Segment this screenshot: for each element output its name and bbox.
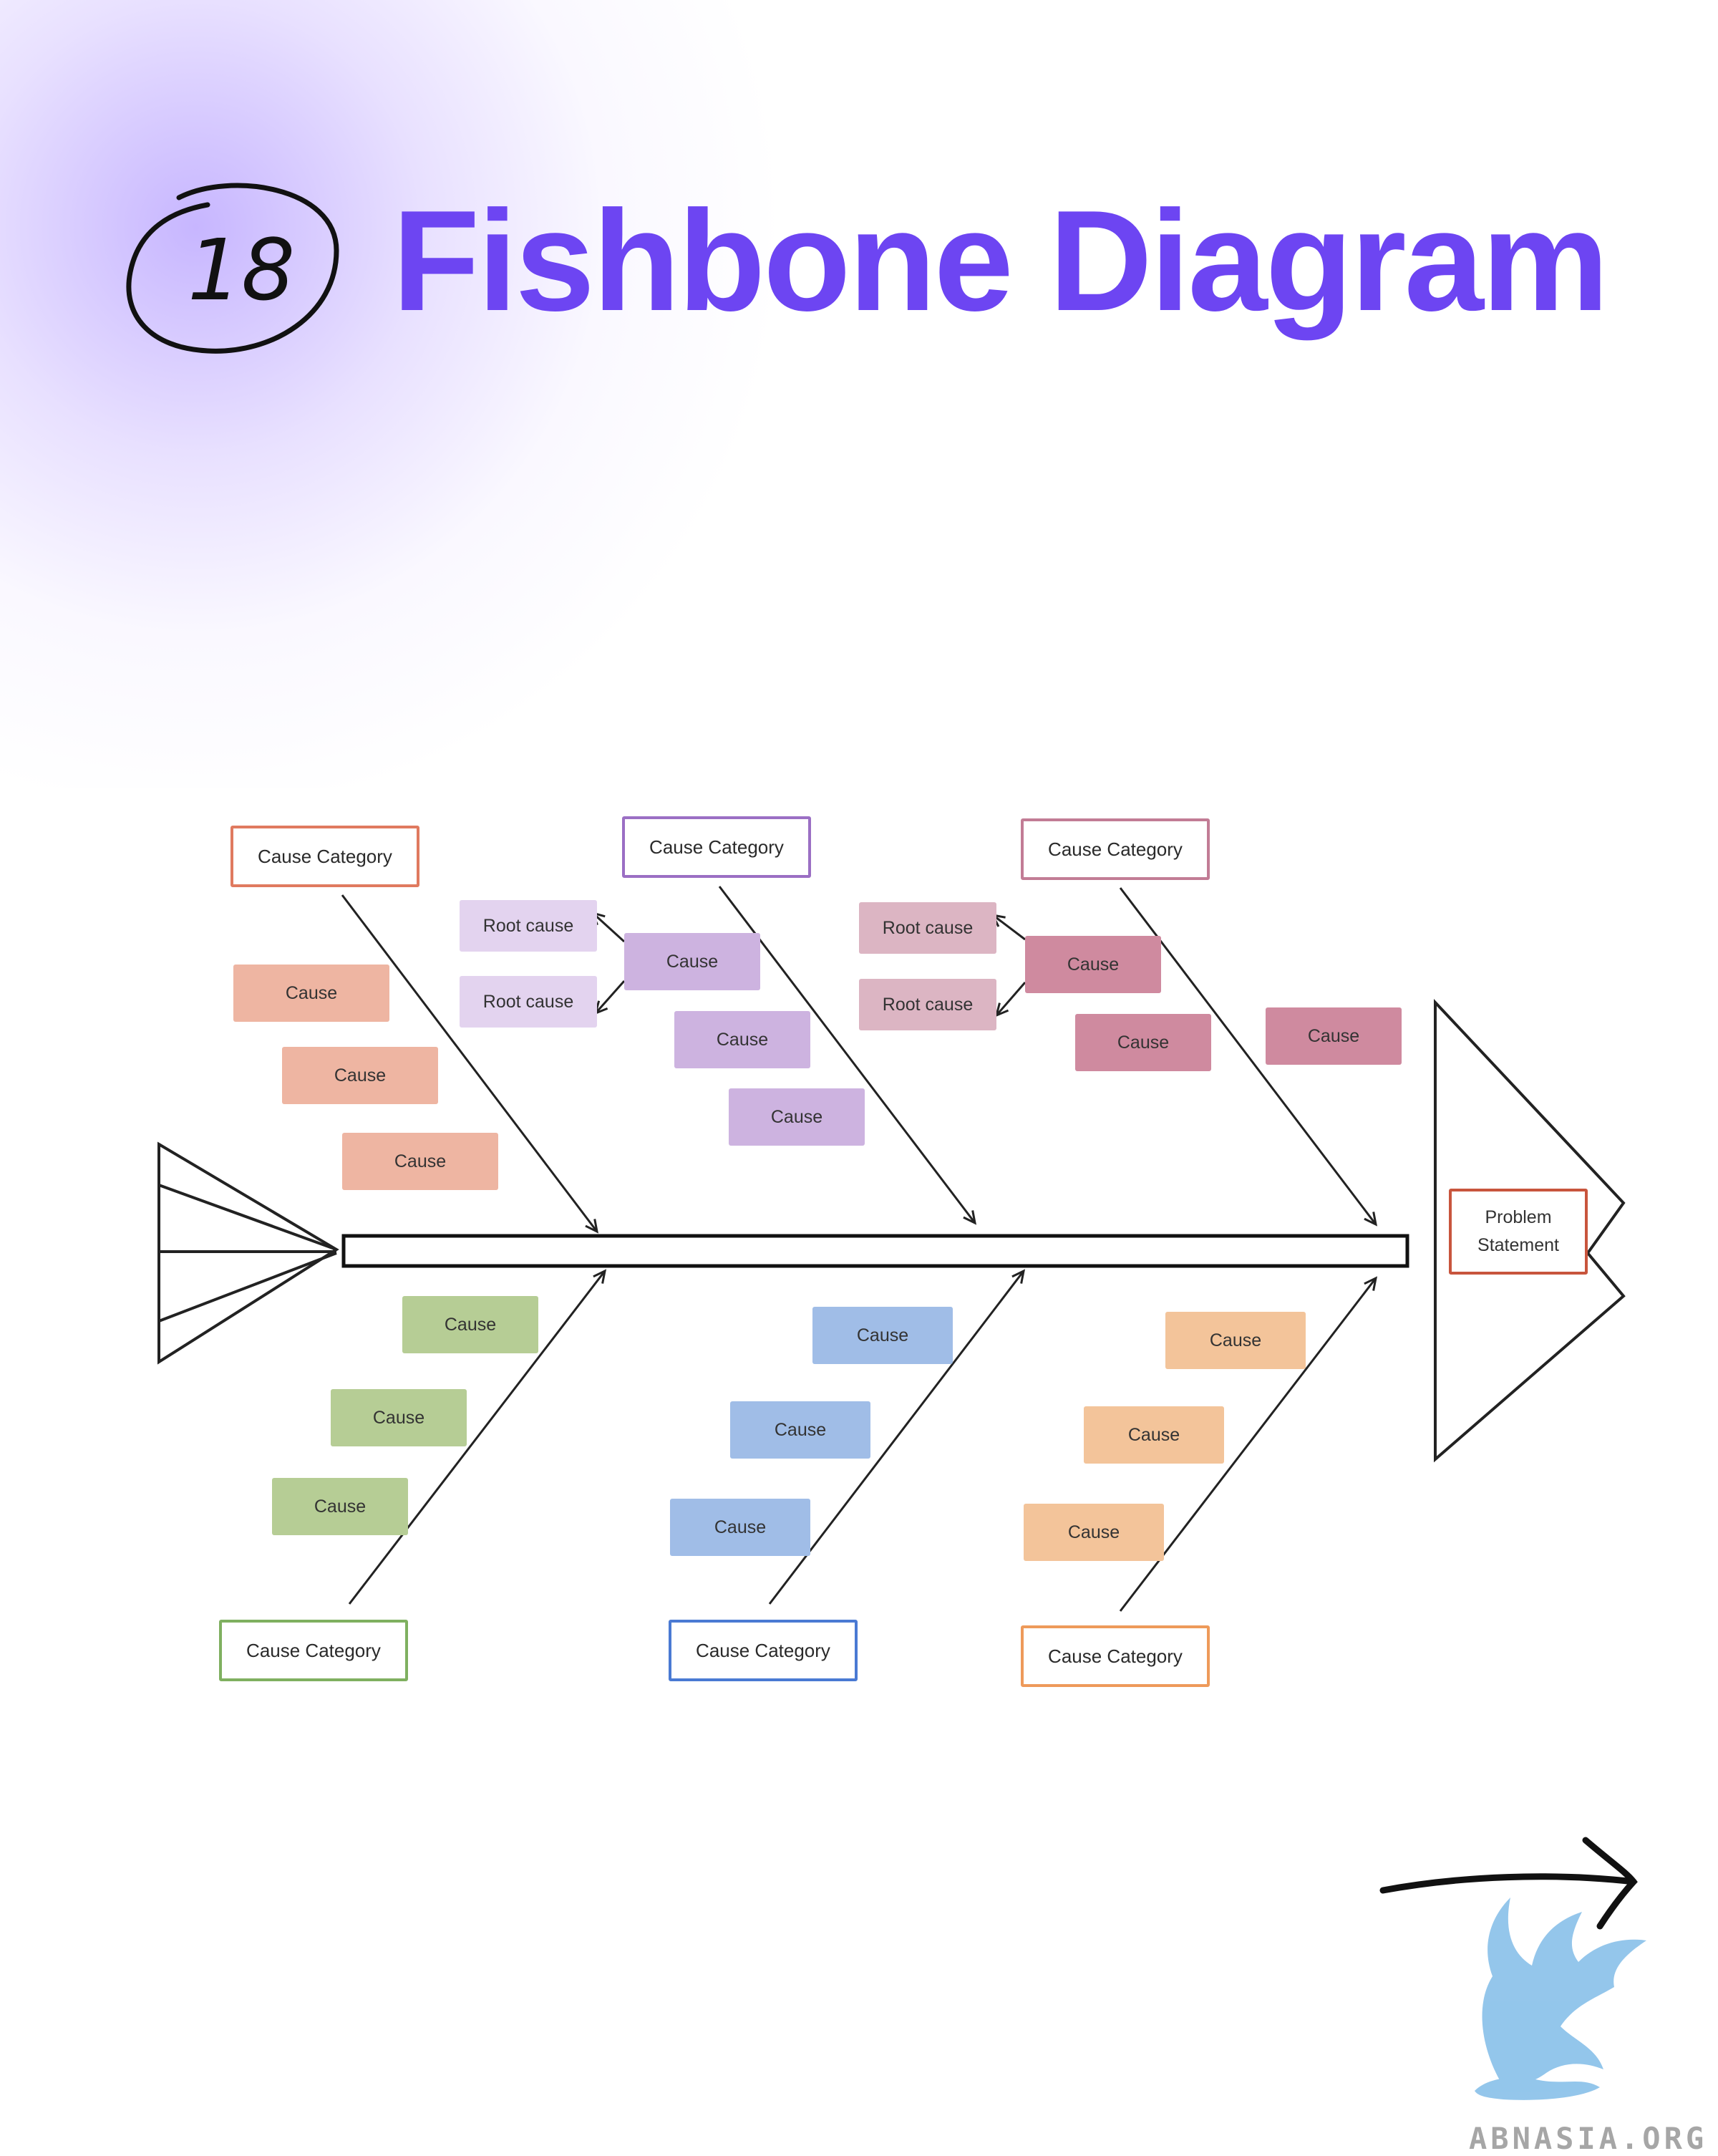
cause-category-lower-3: Cause Category bbox=[1021, 1625, 1210, 1687]
root-cause-box: Root cause bbox=[859, 979, 996, 1030]
cause-box: Cause bbox=[730, 1401, 870, 1459]
root-cause-box: Root cause bbox=[460, 900, 597, 952]
root-arrow-1a bbox=[591, 911, 626, 943]
cause-box: Cause bbox=[812, 1307, 953, 1364]
cause-box: Cause bbox=[624, 933, 760, 990]
fish-tail bbox=[157, 1141, 339, 1365]
cause-box: Cause bbox=[342, 1133, 498, 1190]
problem-statement-box: Problem Statement bbox=[1449, 1189, 1588, 1275]
cause-box: Cause bbox=[1165, 1312, 1306, 1369]
cause-box: Cause bbox=[402, 1296, 538, 1353]
cause-box: Cause bbox=[1084, 1406, 1224, 1464]
problem-statement-line1: Problem bbox=[1485, 1207, 1552, 1228]
background-glow bbox=[0, 0, 787, 788]
bone-lower-2 bbox=[768, 1269, 1026, 1605]
cause-category-lower-1: Cause Category bbox=[219, 1620, 408, 1681]
root-arrow-2b bbox=[994, 982, 1027, 1017]
cause-box: Cause bbox=[233, 965, 389, 1022]
root-arrow-1b bbox=[593, 980, 626, 1015]
cause-box: Cause bbox=[1266, 1007, 1402, 1065]
cause-category-lower-2: Cause Category bbox=[669, 1620, 858, 1681]
griffin-logo-icon bbox=[1475, 1898, 1646, 2100]
root-cause-box: Root cause bbox=[859, 902, 996, 954]
cause-box: Cause bbox=[331, 1389, 467, 1446]
root-cause-box: Root cause bbox=[460, 976, 597, 1028]
bone-upper-2 bbox=[718, 886, 977, 1225]
cause-box: Cause bbox=[272, 1478, 408, 1535]
cause-box: Cause bbox=[1024, 1504, 1164, 1561]
watermark-text: ABNASIA.ORG bbox=[1469, 2121, 1708, 2156]
bone-lower-1 bbox=[348, 1269, 607, 1605]
bone-upper-1 bbox=[341, 894, 599, 1234]
slide-number: 18 bbox=[188, 221, 296, 319]
cause-box: Cause bbox=[1025, 936, 1161, 993]
bone-upper-3 bbox=[1119, 887, 1378, 1227]
next-arrow-icon bbox=[1379, 1837, 1638, 1930]
problem-statement-line2: Statement bbox=[1477, 1235, 1559, 1255]
root-arrow-2a bbox=[991, 913, 1026, 941]
cause-category-upper-1: Cause Category bbox=[230, 826, 419, 887]
page-title: Fishbone Diagram bbox=[392, 181, 1609, 341]
cause-box: Cause bbox=[674, 1011, 810, 1068]
cause-box: Cause bbox=[1075, 1014, 1211, 1071]
fish-spine bbox=[341, 1234, 1409, 1268]
cause-box: Cause bbox=[670, 1499, 810, 1556]
cause-category-upper-2: Cause Category bbox=[622, 816, 811, 878]
cause-box: Cause bbox=[729, 1088, 865, 1146]
cause-box: Cause bbox=[282, 1047, 438, 1104]
cause-category-upper-3: Cause Category bbox=[1021, 818, 1210, 880]
number-circle-icon bbox=[126, 183, 339, 354]
